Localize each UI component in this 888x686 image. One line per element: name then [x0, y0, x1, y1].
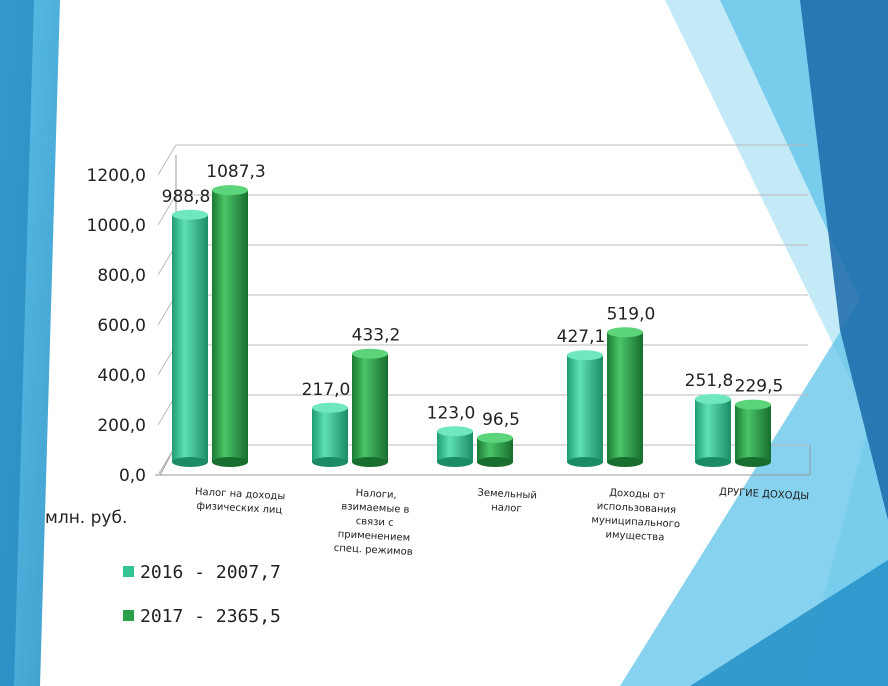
y-tick-label: 800,0	[97, 266, 146, 286]
bar-2016	[312, 402, 348, 467]
bar-2017	[352, 348, 388, 467]
value-label: 1087,3	[206, 162, 265, 182]
category-labels: Налог на доходыфизических лиц Налоги,взим…	[194, 487, 810, 558]
bar-2016	[437, 426, 473, 467]
bar-2017	[607, 327, 643, 467]
bar-2016	[695, 394, 731, 467]
value-labels: 988,8 217,0 123,0 427,1 251,8 1087,3 433,2 96,5…	[162, 162, 784, 430]
gridline-side	[157, 194, 177, 226]
value-label: 229,5	[735, 377, 784, 397]
category-label: ДРУГИЕ ДОХОДЫ	[719, 487, 810, 503]
right-bottom-wedge	[690, 560, 888, 686]
value-label: 217,0	[302, 380, 351, 400]
y-tick-label: 0,0	[119, 466, 146, 486]
bar-2016	[567, 350, 603, 467]
right-band-dark	[800, 0, 888, 520]
y-tick-label: 1000,0	[87, 216, 146, 236]
unit-label: млн. руб.	[45, 508, 127, 528]
y-tick-label: 200,0	[97, 416, 146, 436]
bar-2017	[477, 432, 513, 467]
y-tick-label: 400,0	[97, 366, 146, 386]
legend-label-2017: 2017 - 2365,5	[140, 606, 281, 627]
value-label: 519,0	[607, 304, 656, 324]
category-label: Земельныйналог	[476, 487, 537, 515]
bars	[172, 185, 771, 467]
legend-swatch-2016	[123, 566, 134, 577]
category-label: Налог на доходыфизических лиц	[194, 487, 285, 517]
bar-2016	[172, 209, 208, 467]
bar-2017	[212, 185, 248, 467]
value-label: 123,0	[427, 403, 476, 423]
y-tick-label: 1200,0	[87, 166, 146, 186]
legend-item-2016: 2016 - 2007,7	[123, 562, 281, 583]
value-label: 427,1	[557, 327, 606, 347]
y-tick-label: 600,0	[97, 316, 146, 336]
gridline-side	[157, 144, 177, 176]
y-axis-ticks: 0,0 200,0 400,0 600,0 800,0 1000,0 1200,0	[87, 166, 146, 486]
legend-label-2016: 2016 - 2007,7	[140, 562, 281, 583]
legend-swatch-2017	[123, 610, 134, 621]
bar-2017	[735, 399, 771, 467]
category-label: Налоги,взимаемые всвязи сприменениемспец…	[334, 487, 416, 558]
legend-item-2017: 2017 - 2365,5	[123, 606, 281, 627]
value-label: 988,8	[162, 187, 211, 207]
value-label: 251,8	[685, 371, 734, 391]
value-label: 96,5	[482, 410, 520, 430]
legend: 2016 - 2007,7 2017 - 2365,5	[123, 562, 281, 627]
left-band-dark	[0, 0, 34, 686]
value-label: 433,2	[352, 326, 401, 346]
category-label: Доходы отиспользованиямуниципальногоимущ…	[590, 487, 681, 545]
